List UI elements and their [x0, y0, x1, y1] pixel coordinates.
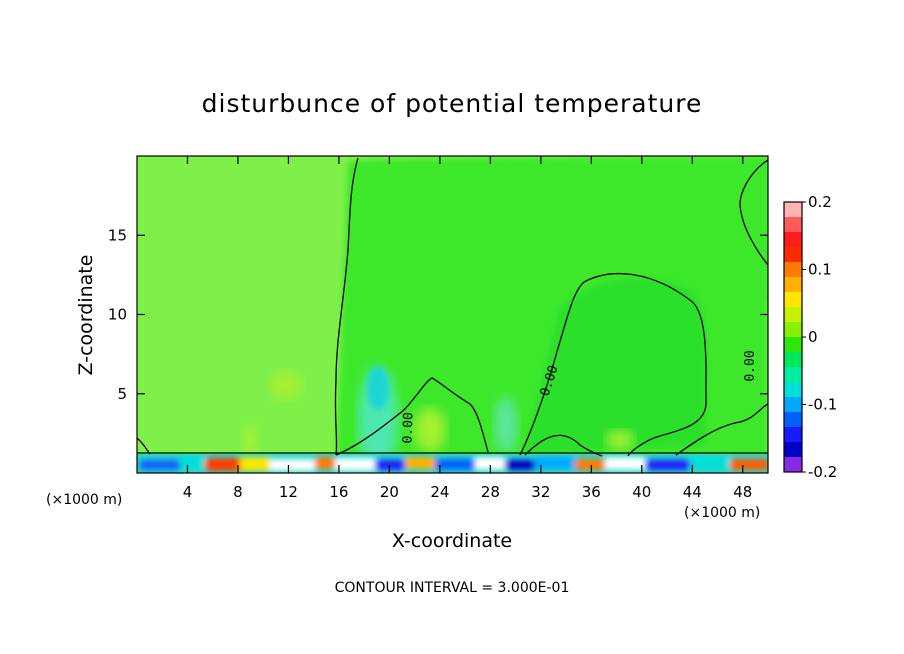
- colorbar-swatch: [784, 382, 802, 398]
- y-tick-label: 10: [108, 306, 127, 324]
- colorbar-swatch: [784, 232, 802, 248]
- colorbar-swatch: [784, 457, 802, 473]
- contour-label-2: 0.00: [400, 412, 416, 444]
- colorbar-label: -0.1: [808, 396, 837, 414]
- colorbar-label: 0.1: [808, 261, 832, 279]
- y-axis-label: Z-coordinate: [75, 255, 97, 376]
- colorbar-swatch: [784, 337, 802, 353]
- x-tick-label: 40: [632, 483, 651, 501]
- colorbar-swatch: [784, 217, 802, 233]
- y-axis-ticks: 5 10 15: [108, 226, 768, 403]
- y-tick-label: 15: [108, 226, 127, 244]
- x-tick-label: 36: [582, 483, 601, 501]
- y-tick-label: 5: [117, 385, 127, 403]
- x-tick-label: 48: [733, 483, 752, 501]
- x-tick-label: 20: [380, 483, 399, 501]
- x-axis-ticks: 4 8 12 16 20 24 28 32 36 40 44 48: [183, 156, 752, 501]
- colorbar-swatch: [784, 292, 802, 308]
- colorbar-swatch: [784, 367, 802, 383]
- colorbar-swatch: [784, 442, 802, 458]
- colorbar-swatch: [784, 352, 802, 368]
- contour-interval-note: CONTOUR INTERVAL = 3.000E-01: [335, 580, 570, 596]
- x-tick-label: 24: [430, 483, 449, 501]
- x-axis-label: X-coordinate: [392, 530, 512, 552]
- x-unit-right: (×1000 m): [684, 505, 760, 521]
- colorbar-swatch: [784, 322, 802, 338]
- colorbar-label: -0.2: [808, 463, 837, 481]
- x-unit-left: (×1000 m): [46, 492, 122, 508]
- x-tick-label: 32: [531, 483, 550, 501]
- colorbar-swatch: [784, 277, 802, 293]
- surface-layer: [140, 456, 768, 471]
- colorbar-label: 0.2: [808, 193, 832, 211]
- colorbar-label: 0: [808, 328, 818, 346]
- zero-contours: [137, 157, 768, 457]
- chart-title: disturbunce of potential temperature: [202, 89, 703, 118]
- colorbar-swatch: [784, 307, 802, 323]
- x-tick-label: 16: [329, 483, 348, 501]
- colorbar-swatch: [784, 247, 802, 263]
- x-tick-label: 4: [183, 483, 193, 501]
- colorbar-swatch: [784, 412, 802, 428]
- field-features: [137, 156, 768, 473]
- x-tick-label: 44: [683, 483, 702, 501]
- colorbar-swatch: [784, 397, 802, 413]
- colorbar: 0.2 0.1 0 -0.1 -0.2: [783, 193, 837, 481]
- colorbar-swatch: [784, 427, 802, 443]
- x-tick-label: 28: [481, 483, 500, 501]
- colorbar-swatch: [784, 262, 802, 278]
- colorbar-swatch: [784, 202, 802, 218]
- x-tick-label: 8: [233, 483, 243, 501]
- contour-label-3: 0.00: [743, 350, 758, 381]
- plot-area: 0.00 0.00 0.00: [136, 155, 769, 474]
- x-tick-label: 12: [279, 483, 298, 501]
